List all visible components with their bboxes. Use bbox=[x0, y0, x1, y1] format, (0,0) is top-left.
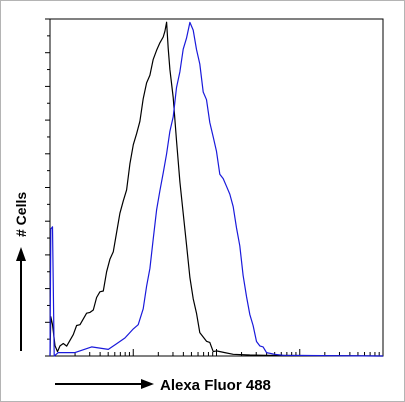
x-axis-label: Alexa Fluor 488 bbox=[160, 377, 271, 394]
y-axis-label-group: # Cells bbox=[13, 192, 29, 351]
plot-box bbox=[49, 18, 384, 357]
y-axis-arrowhead bbox=[16, 247, 26, 261]
histogram-line-1 bbox=[49, 21, 384, 357]
axes bbox=[45, 18, 384, 357]
x-axis-arrowhead bbox=[141, 379, 154, 389]
x-axis-label-group: Alexa Fluor 488 bbox=[55, 377, 271, 394]
y-axis-label: # Cells bbox=[13, 192, 29, 237]
histogram-line-2 bbox=[49, 21, 384, 357]
series-layer bbox=[49, 21, 384, 357]
